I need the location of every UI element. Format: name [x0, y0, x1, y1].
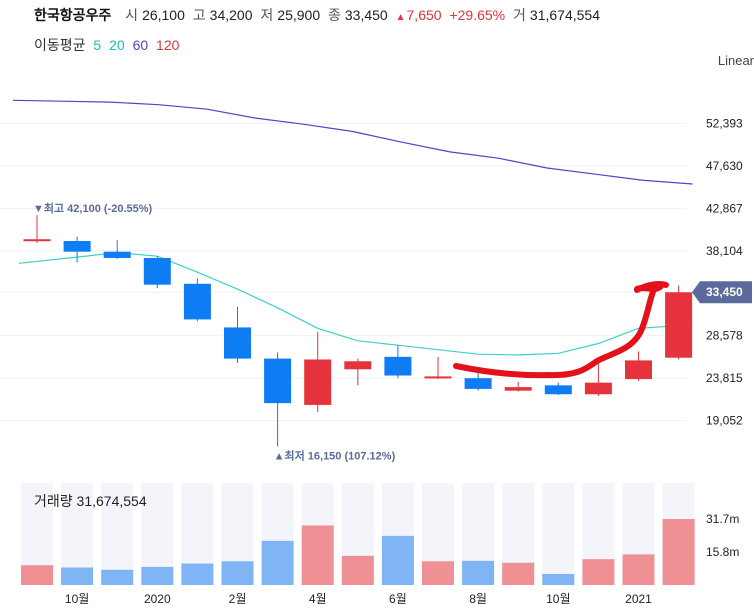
- time-tick-label: 6월: [389, 592, 407, 606]
- volume-bar: [622, 554, 655, 585]
- hand-drawn-annotation: [453, 281, 669, 379]
- volume-panel-title: 거래량 31,674,554: [34, 491, 147, 511]
- candle-body: [584, 382, 612, 395]
- candle-body: [504, 387, 532, 391]
- volume-band: [101, 483, 134, 585]
- low-label: 저: [260, 7, 274, 23]
- last-price-tag: [692, 281, 752, 304]
- candle-body: [183, 283, 211, 320]
- time-tick-label: 10월: [546, 592, 570, 606]
- price-tick-label: 42,867: [706, 201, 743, 215]
- scale-toggle-button[interactable]: Linear: [717, 53, 754, 68]
- price-axis: 52,393 47,630 42,867 38,104 33,450 28,578 23,8…: [692, 117, 752, 428]
- volume-bar: [582, 559, 615, 585]
- change-value: 7,650: [406, 7, 442, 23]
- price-tick-label: 47,630: [706, 159, 743, 173]
- open-value: 26,100: [142, 7, 185, 23]
- candle-body: [665, 292, 693, 358]
- candle-body: [143, 257, 171, 285]
- time-tick-label: 8월: [469, 592, 487, 606]
- candle-body: [625, 360, 652, 380]
- last-price-label: 33,450: [706, 285, 743, 299]
- candle-body: [464, 378, 492, 389]
- time-tick-label: 2월: [229, 592, 247, 606]
- volume-bar: [462, 560, 495, 585]
- volume-bar: [542, 573, 575, 585]
- candle-body: [23, 239, 51, 242]
- volume-bar: [261, 540, 294, 585]
- moving-average-lines: [12, 99, 693, 356]
- time-tick-label: 4월: [309, 592, 327, 606]
- high-label: 고: [192, 7, 206, 23]
- price-tick-label: 19,052: [706, 414, 743, 428]
- volume-bar: [422, 561, 454, 585]
- candlesticks: [23, 215, 693, 447]
- candle-body: [424, 376, 452, 379]
- candle-body: [304, 359, 332, 405]
- price-tick-label: 28,578: [706, 329, 743, 343]
- volume-label: 거: [513, 7, 526, 23]
- candle-body: [103, 251, 131, 258]
- volume-bar: [381, 535, 414, 585]
- stock-name: 한국항공우주: [34, 7, 112, 23]
- volume-bar: [101, 569, 134, 585]
- volume-value: 31,674,554: [529, 7, 600, 23]
- open-label: 시: [125, 7, 139, 23]
- ma-120-label[interactable]: 120: [156, 37, 180, 53]
- ma-5-label[interactable]: 5: [93, 37, 102, 53]
- volume-bars: [21, 483, 695, 585]
- high-value: 34,200: [209, 7, 253, 23]
- change-pct: +29.65%: [449, 7, 506, 23]
- time-tick-label: 2021: [625, 592, 652, 606]
- price-gridlines: [0, 123, 686, 421]
- change-arrow-icon: ▲: [395, 12, 406, 23]
- volume-tick-label: 31.7m: [706, 512, 739, 526]
- close-label: 종: [328, 7, 341, 23]
- ma60-line: [12, 99, 693, 185]
- volume-panel-value: 31,674,554: [76, 493, 147, 509]
- price-tick-label: 38,104: [706, 244, 743, 258]
- time-tick-label: 2020: [144, 592, 171, 606]
- volume-bar: [181, 563, 214, 585]
- price-annotations: ▼최고 42,100 (-20.55%) ▲최저 16,150 (107.12%): [33, 201, 396, 462]
- price-tick-label: 52,393: [706, 117, 743, 131]
- volume-bar: [662, 519, 695, 585]
- volume-bar: [341, 555, 374, 585]
- volume-axis: 31.7m 15.8m: [706, 512, 739, 559]
- volume-bar: [301, 525, 334, 585]
- volume-panel-label: 거래량: [34, 493, 73, 509]
- price-tick-label: 23,815: [706, 371, 743, 385]
- candle-body: [344, 361, 372, 370]
- volume-band: [542, 483, 575, 585]
- volume-bar: [141, 566, 174, 585]
- candle-body: [63, 241, 91, 252]
- candle-body: [384, 356, 412, 376]
- volume-bar: [221, 561, 254, 585]
- low-annotation: ▲최저 16,150 (107.12%): [274, 448, 396, 462]
- stock-header: 한국항공우주 시 26,100 고 34,200 저 25,900 종 33,450 ▲…: [34, 5, 604, 25]
- moving-average-legend[interactable]: 이동평균 5 20 60 120: [34, 35, 183, 55]
- ma-legend-label: 이동평균: [34, 37, 86, 53]
- candle-body: [264, 358, 292, 404]
- volume-bar: [21, 565, 53, 585]
- volume-bar: [502, 562, 535, 585]
- candle-body: [224, 327, 251, 359]
- volume-tick-label: 15.8m: [706, 545, 739, 559]
- ma20-line: [18, 251, 693, 356]
- candle-body: [544, 385, 572, 395]
- high-annotation: ▼최고 42,100 (-20.55%): [33, 201, 153, 215]
- ma-20-label[interactable]: 20: [109, 37, 125, 53]
- time-axis: 10월 2020 2월 4월 6월 8월 10월 2021: [65, 592, 652, 606]
- low-value: 25,900: [277, 7, 321, 23]
- time-tick-label: 10월: [65, 592, 89, 606]
- close-value: 33,450: [344, 7, 388, 23]
- ma-60-label[interactable]: 60: [132, 37, 149, 53]
- volume-bar: [61, 567, 94, 585]
